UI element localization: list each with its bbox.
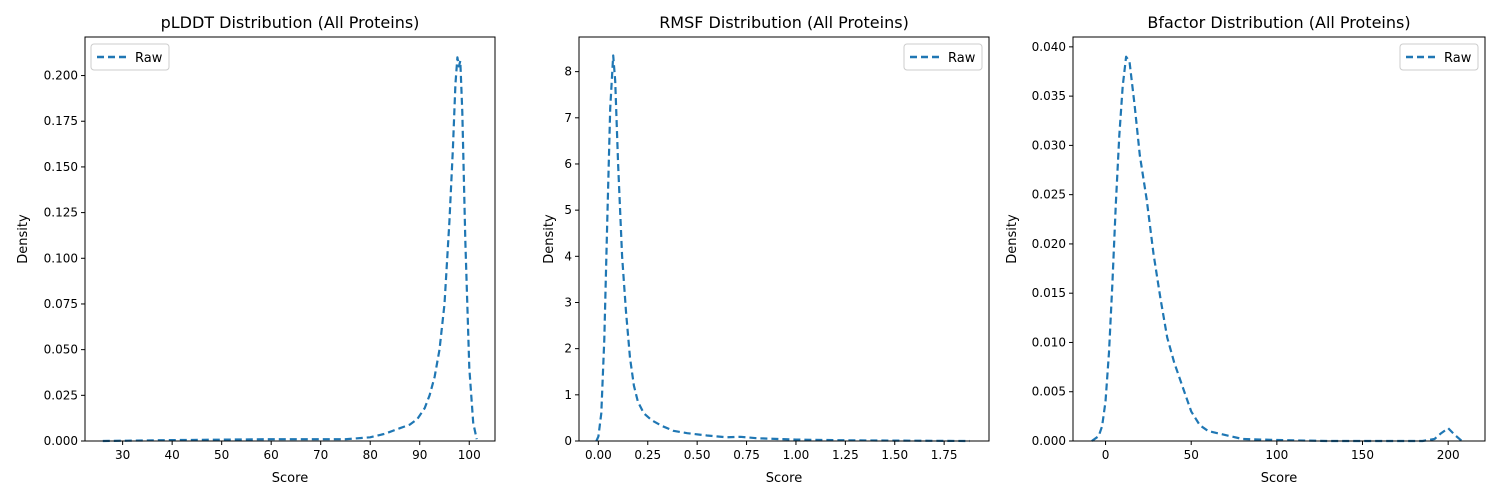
legend-label: Raw bbox=[135, 51, 163, 66]
legend-box bbox=[903, 43, 983, 71]
x-tick-label: 0.75 bbox=[733, 448, 760, 462]
x-tick-label: 80 bbox=[363, 448, 378, 462]
y-tick-label: 0.025 bbox=[1032, 188, 1066, 202]
x-tick-label: 0.50 bbox=[684, 448, 711, 462]
y-tick-label: 0.000 bbox=[1032, 434, 1066, 448]
y-axis-label: Density bbox=[542, 214, 557, 264]
y-tick-label: 3 bbox=[564, 295, 572, 309]
x-tick-label: 1.00 bbox=[783, 448, 810, 462]
x-tick-label: 70 bbox=[313, 448, 328, 462]
x-tick-label: 1.50 bbox=[881, 448, 908, 462]
y-tick-label: 0.000 bbox=[44, 434, 78, 448]
series-line-0 bbox=[102, 56, 478, 443]
plot-area: 0.00 0.25 0.50 0.75 1.00 1.25 1.50 1.75 0 1 2 3 4 5 6 7… bbox=[564, 54, 970, 462]
y-tick-label: 0.075 bbox=[44, 297, 78, 311]
y-tick-label: 0.125 bbox=[44, 206, 78, 220]
x-tick-label: 1.75 bbox=[931, 448, 958, 462]
y-tick-label: 0.150 bbox=[44, 160, 78, 174]
y-tick-label: 1 bbox=[564, 388, 572, 402]
y-tick-label: 2 bbox=[564, 342, 572, 356]
legend-label: Raw bbox=[948, 51, 976, 66]
y-tick-label: 8 bbox=[564, 65, 572, 79]
y-tick-label: 0.050 bbox=[44, 343, 78, 357]
legend-box bbox=[90, 43, 170, 71]
x-tick-label: 0.00 bbox=[585, 448, 612, 462]
y-tick-label: 0.010 bbox=[1032, 335, 1066, 349]
y-tick-label: 0.100 bbox=[44, 251, 78, 265]
y-tick-label: 6 bbox=[564, 157, 572, 171]
x-tick-label: 90 bbox=[412, 448, 427, 462]
y-tick-label: 0.020 bbox=[1032, 237, 1066, 251]
x-axis-label: Score bbox=[766, 471, 802, 486]
x-tick-label: 100 bbox=[1265, 448, 1288, 462]
plot-area: 30 40 50 60 70 80 90 100 0.000 0.025 0.050 0.075 0.1… bbox=[44, 56, 481, 462]
y-tick-label: 0.040 bbox=[1032, 40, 1066, 54]
legend: Raw bbox=[90, 43, 170, 71]
y-axis-label: Density bbox=[16, 214, 31, 264]
y-tick-label: 0 bbox=[564, 434, 572, 448]
x-tick-label: 100 bbox=[458, 448, 481, 462]
x-axis-label: Score bbox=[1261, 471, 1297, 486]
y-tick-label: 0.035 bbox=[1032, 89, 1066, 103]
x-tick-label: 0.25 bbox=[634, 448, 661, 462]
panel-plddt: pLDDT Distribution (All Proteins) 30 40 50… bbox=[16, 13, 496, 486]
panel-title: pLDDT Distribution (All Proteins) bbox=[161, 13, 420, 32]
y-tick-label: 0.015 bbox=[1032, 286, 1066, 300]
panel-title: Bfactor Distribution (All Proteins) bbox=[1147, 13, 1410, 32]
x-tick-label: 0 bbox=[1102, 448, 1110, 462]
y-tick-label: 0.030 bbox=[1032, 138, 1066, 152]
x-tick-label: 60 bbox=[264, 448, 279, 462]
series-line-0 bbox=[595, 54, 970, 443]
x-tick-label: 1.25 bbox=[832, 448, 859, 462]
y-tick-label: 4 bbox=[564, 249, 572, 263]
x-axis-label: Score bbox=[272, 471, 308, 486]
x-tick-label: 150 bbox=[1351, 448, 1374, 462]
axes-frame bbox=[578, 36, 990, 442]
x-tick-label: 50 bbox=[214, 448, 229, 462]
y-tick-label: 5 bbox=[564, 203, 572, 217]
y-tick-label: 0.200 bbox=[44, 69, 78, 83]
x-tick-label: 200 bbox=[1437, 448, 1460, 462]
legend: Raw bbox=[903, 43, 983, 71]
x-tick-label: 50 bbox=[1184, 448, 1199, 462]
x-tick-label: 30 bbox=[115, 448, 130, 462]
axes-frame bbox=[84, 36, 496, 442]
y-tick-label: 7 bbox=[564, 111, 572, 125]
legend-label: Raw bbox=[1444, 51, 1472, 66]
y-tick-label: 0.025 bbox=[44, 388, 78, 402]
axes-frame bbox=[1072, 36, 1486, 442]
y-tick-label: 0.175 bbox=[44, 114, 78, 128]
y-axis-label: Density bbox=[1005, 214, 1020, 264]
panel-rmsf: RMSF Distribution (All Proteins) 0.00 0.2… bbox=[542, 13, 990, 486]
panel-bfactor: Bfactor Distribution (All Proteins) 0 50 1… bbox=[1005, 13, 1486, 486]
x-tick-label: 40 bbox=[165, 448, 180, 462]
panel-title: RMSF Distribution (All Proteins) bbox=[659, 13, 909, 32]
legend-box bbox=[1399, 43, 1479, 71]
legend: Raw bbox=[1399, 43, 1479, 71]
y-tick-label: 0.005 bbox=[1032, 385, 1066, 399]
